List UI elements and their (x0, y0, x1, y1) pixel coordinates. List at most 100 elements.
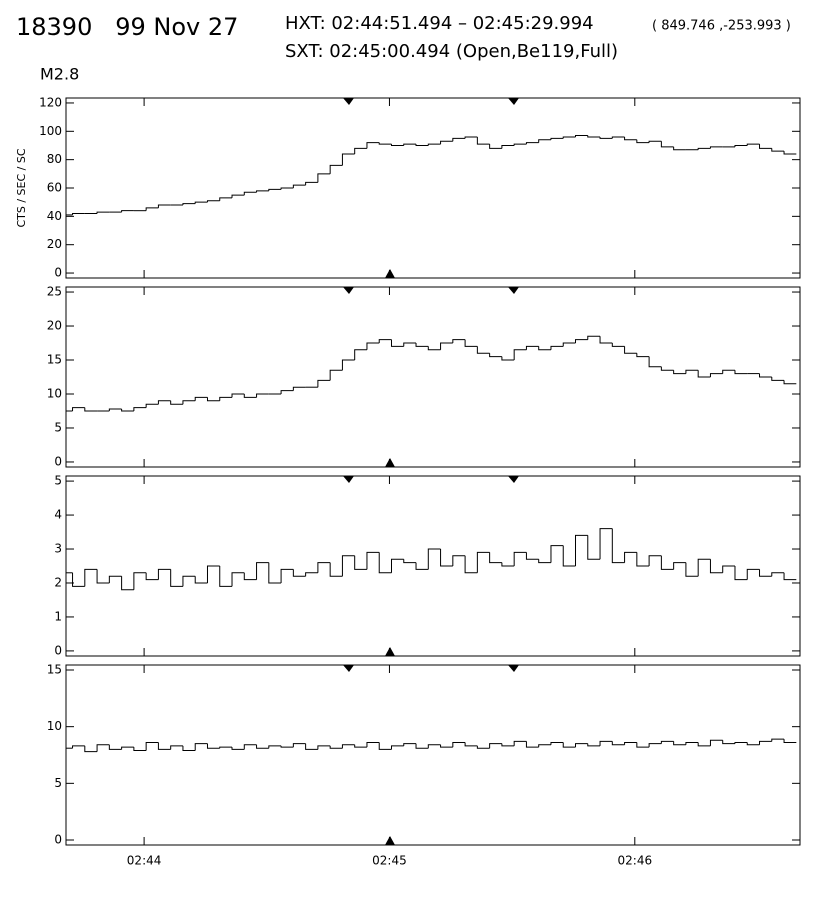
step-segment (243, 393, 257, 398)
interval-marker (343, 287, 354, 294)
step-segment (280, 568, 294, 583)
step-segment (157, 204, 171, 208)
step-segment (513, 349, 527, 361)
step-segment (354, 555, 367, 570)
step-segment (476, 136, 490, 145)
panel-frame (65, 286, 801, 468)
step-segment (501, 144, 515, 149)
step-segment (84, 568, 98, 587)
step-segment (599, 136, 613, 139)
step-segment (746, 742, 760, 746)
step-segment (501, 743, 515, 747)
step-segment (243, 572, 257, 581)
x-tick-label: 02:45 (372, 854, 407, 868)
step-segment (783, 151, 797, 155)
step-segment (660, 141, 674, 148)
y-tick-label: 120 (39, 95, 62, 109)
y-tick-label: 15 (47, 662, 62, 676)
y-tick-label: 5 (54, 474, 62, 488)
step-segment (489, 144, 502, 149)
step-segment (636, 353, 650, 358)
step-segment (329, 369, 343, 381)
y-tick-label: 0 (54, 643, 62, 657)
y-axis-label: CTS / SEC / SC (15, 148, 28, 227)
step-segment (783, 572, 797, 581)
interval-marker (508, 665, 519, 672)
step-segment (709, 373, 723, 377)
step-segment (72, 407, 85, 411)
step-segment (611, 528, 625, 564)
y-tick-label: 80 (47, 152, 62, 166)
step-segment (194, 201, 208, 204)
step-segment (170, 400, 183, 405)
sxt-marker (385, 269, 395, 278)
step-segment (575, 534, 588, 566)
step-segment (611, 136, 625, 139)
step-segment (206, 397, 220, 402)
step-segment (72, 213, 85, 215)
step-segment (427, 548, 441, 570)
step-segment (243, 744, 257, 750)
step-segment (72, 572, 85, 587)
step-segment (341, 744, 355, 749)
step-segment (292, 569, 306, 577)
step-segment (709, 559, 723, 574)
step-segment (390, 558, 404, 573)
step-segment (476, 745, 490, 749)
step-segment (525, 345, 539, 350)
step-segment (194, 743, 208, 751)
step-segment (624, 346, 637, 354)
y-tick-label: 5 (54, 776, 62, 790)
step-segment (440, 549, 453, 567)
step-segment (759, 373, 772, 378)
step-segment (734, 370, 748, 375)
y-tick-label: 100 (39, 124, 62, 138)
interval-marker (343, 98, 354, 105)
step-segment (452, 339, 466, 344)
step-segment (354, 744, 367, 748)
step-segment (550, 545, 564, 563)
step-segment (771, 377, 785, 381)
step-segment (341, 153, 355, 166)
step-segment (501, 356, 515, 361)
step-segment (292, 743, 306, 748)
y-tick-label: 3 (54, 542, 62, 556)
step-segment (489, 353, 502, 358)
y-tick-label: 0 (54, 266, 62, 280)
step-segment (587, 535, 601, 560)
step-segment (759, 740, 772, 745)
step-segment (452, 555, 466, 566)
y-tick-label: 20 (47, 319, 62, 333)
step-segment (427, 744, 441, 749)
step-segment (599, 528, 613, 560)
step-segment (464, 339, 478, 347)
step-segment (611, 741, 625, 746)
step-segment (624, 136, 637, 141)
step-segment (390, 339, 404, 347)
step-segment (182, 400, 196, 405)
step-segment (685, 562, 699, 577)
step-segment (231, 747, 245, 750)
interval-marker (508, 98, 519, 105)
step-segment (366, 742, 380, 748)
step-segment (84, 407, 98, 412)
step-segment (587, 743, 601, 747)
step-segment (403, 559, 417, 564)
step-segment (538, 744, 551, 748)
step-segment (452, 742, 466, 748)
step-segment (759, 144, 772, 149)
y-tick-label: 15 (47, 353, 62, 367)
step-segment (685, 369, 699, 374)
step-segment (538, 139, 551, 143)
step-segment (783, 739, 797, 744)
step-segment (697, 558, 711, 577)
step-segment (219, 566, 233, 587)
panel-frame (65, 97, 801, 279)
step-segment (403, 743, 417, 746)
step-segment (660, 366, 674, 371)
step-segment (378, 742, 392, 750)
step-segment (550, 345, 564, 350)
interval-marker (508, 476, 519, 483)
step-segment (133, 572, 147, 590)
step-segment (648, 743, 662, 748)
